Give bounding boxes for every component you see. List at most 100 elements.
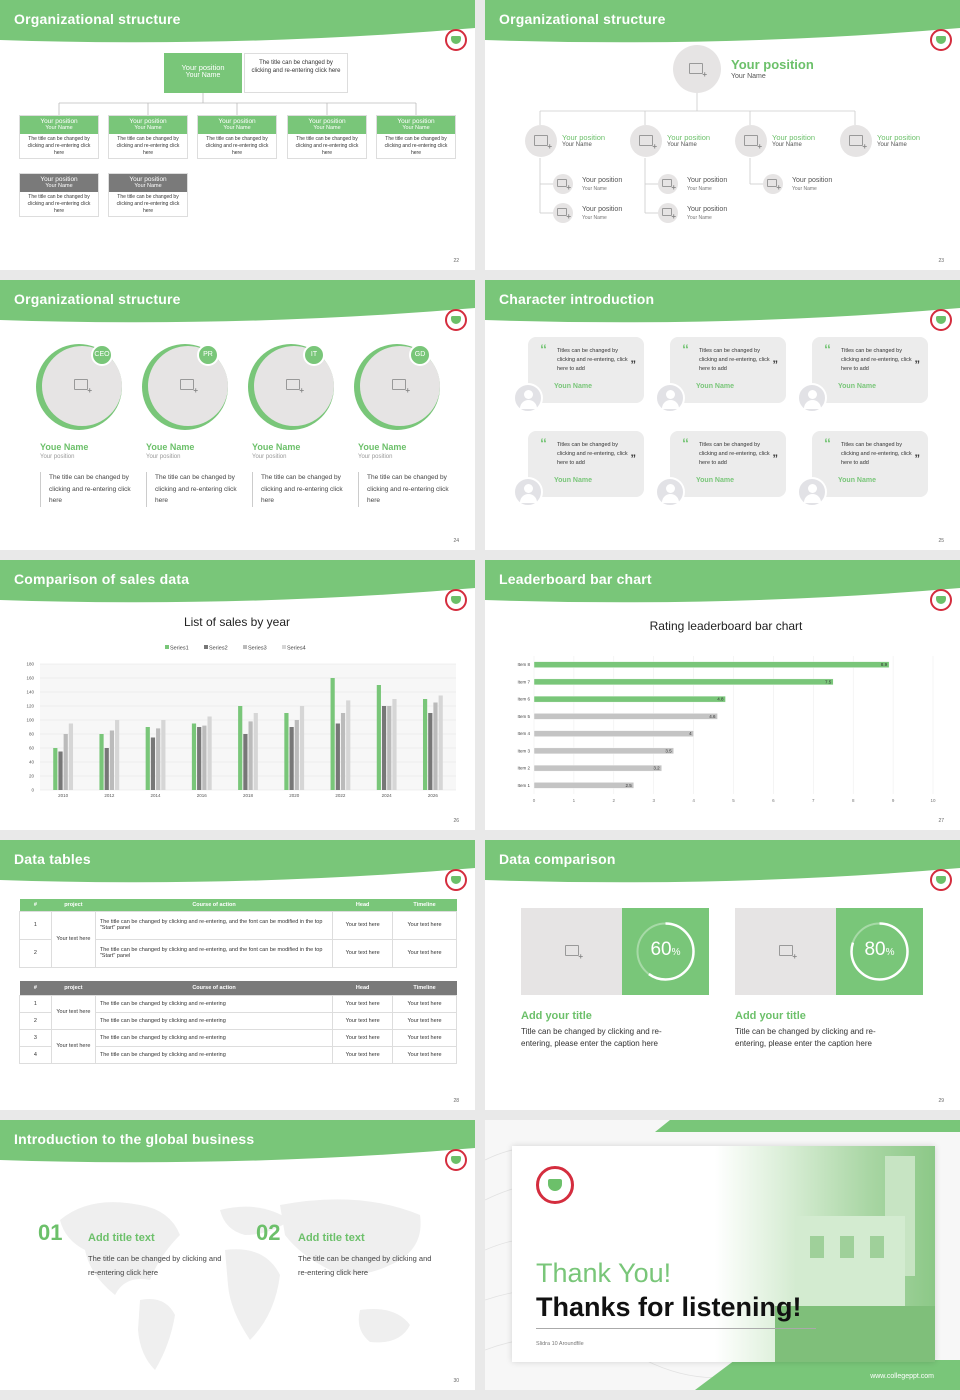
bar xyxy=(346,700,351,790)
member-name: Your Name xyxy=(792,186,817,192)
y-tick-label: 80 xyxy=(29,732,35,737)
quote-card[interactable]: “ ” Titles can be changed by clicking an… xyxy=(670,337,786,403)
y-tick-label: 120 xyxy=(26,704,34,709)
slide-27[interactable]: Leaderboard bar chart Rating leaderboard… xyxy=(485,560,960,830)
avatar xyxy=(525,125,557,157)
item-title: Add title text xyxy=(88,1232,155,1244)
divider xyxy=(536,1328,816,1329)
data-label: 2.5 xyxy=(625,783,632,788)
org-card[interactable]: Your position Your Name The title can be… xyxy=(376,115,456,159)
slide-29[interactable]: Data comparison 60% Add your title Title… xyxy=(485,840,960,1110)
item-number: 01 xyxy=(38,1220,63,1245)
campus-photo xyxy=(715,1146,935,1362)
person-desc: The title can be changed by clicking and… xyxy=(146,472,242,508)
badge: CEO xyxy=(91,344,113,366)
avatar-small xyxy=(658,203,678,223)
sales-bar-chart: List of sales by year Series1 Series2 Serie… xyxy=(26,615,456,798)
person-desc: The title can be changed by clicking and… xyxy=(358,472,454,508)
x-tick-label: 7 xyxy=(812,798,815,803)
bar xyxy=(115,720,120,790)
slide-title: Introduction to the global business xyxy=(14,1131,255,1147)
member-position: Your position xyxy=(792,177,833,184)
page-number: 25 xyxy=(938,538,944,544)
slide-title: Character introduction xyxy=(499,291,655,307)
person-card[interactable]: CEO Youe Name Your position The title ca… xyxy=(36,344,136,524)
org-connectors xyxy=(539,93,856,214)
org-card-gray[interactable]: Your position Your Name The title can be… xyxy=(19,173,99,217)
bar xyxy=(202,725,207,790)
data-label: 3.5 xyxy=(665,748,672,753)
person-card[interactable]: IT Youe Name Your position The title can… xyxy=(248,344,348,524)
image-placeholder-icon xyxy=(689,63,707,79)
top-position-box[interactable]: Your position Your Name xyxy=(164,53,242,93)
progress-ring xyxy=(850,922,909,981)
member-position: Your position xyxy=(687,206,728,213)
bar xyxy=(207,716,212,790)
org-card[interactable]: Your position Your Name The title can be… xyxy=(287,115,367,159)
bar xyxy=(340,713,346,790)
col-header: project xyxy=(64,984,83,991)
slide-22[interactable]: Organizational structure Your position Y… xyxy=(0,0,475,270)
ring-progress xyxy=(636,922,695,981)
quote-close-icon: ” xyxy=(772,359,779,371)
slide-23[interactable]: Organizational structure Your position Y… xyxy=(485,0,960,270)
website-url[interactable]: www.collegeppt.com xyxy=(870,1373,934,1380)
y-tick-label: Item 6 xyxy=(517,697,530,702)
quote-text: Titles can be changed by clicking and re… xyxy=(841,442,912,467)
bar xyxy=(330,678,335,790)
person-card[interactable]: PR Youe Name Your position The title can… xyxy=(142,344,242,524)
bar xyxy=(392,699,397,790)
legend-label: Series3 xyxy=(248,646,267,652)
y-tick-label: 180 xyxy=(26,662,34,667)
quote-open-icon: “ xyxy=(540,435,547,451)
org-card[interactable]: Your position Your Name The title can be… xyxy=(19,115,99,159)
table-row: 1 Your text here The title can be change… xyxy=(19,994,457,1030)
quote-author: Youn Name xyxy=(696,477,734,484)
comparison-card[interactable]: 80% Add your title Title can be changed … xyxy=(735,908,923,1058)
person-card[interactable]: GD Youe Name Your position The title can… xyxy=(354,344,454,524)
leaderboard-bar-chart: Rating leaderboard bar chart 0 1 2 3 4 5 6 7 8 9 10… xyxy=(517,619,936,803)
org-card[interactable]: Your position Your Name The title can be… xyxy=(108,115,188,159)
x-tick-label: 6 xyxy=(772,798,775,803)
y-tick-label: Item 5 xyxy=(517,714,530,719)
bar xyxy=(289,727,294,790)
slide-25[interactable]: Character introduction “ ” Titles can be… xyxy=(485,280,960,550)
top-desc-box: The title can be changed by clicking and… xyxy=(244,53,348,93)
bar xyxy=(63,734,68,790)
quote-card[interactable]: “ ” Titles can be changed by clicking an… xyxy=(670,431,786,497)
slide-26[interactable]: Comparison of sales data List of sales b… xyxy=(0,560,475,830)
slide-24[interactable]: Organizational structure CEO Youe Name Y… xyxy=(0,280,475,550)
comparison-card[interactable]: 60% Add your title Title can be changed … xyxy=(521,908,709,1058)
org-card[interactable]: Your position Your Name The title can be… xyxy=(197,115,277,159)
slide-30[interactable]: Introduction to the global business 01 A… xyxy=(0,1120,475,1390)
bar xyxy=(533,713,718,720)
org-connectors xyxy=(58,93,417,115)
school-logo xyxy=(930,589,952,611)
slide-header xyxy=(485,840,960,884)
quote-close-icon: ” xyxy=(914,359,921,371)
quote-card[interactable]: “ ” Titles can be changed by clicking an… xyxy=(528,337,644,403)
slide-28[interactable]: Data tables # project Course of action H… xyxy=(0,840,475,1110)
page-number: 27 xyxy=(938,818,944,824)
bar xyxy=(156,728,161,790)
slide-31[interactable]: Thank You! Thanks for listening! Slidra … xyxy=(485,1120,960,1390)
chart-title: List of sales by year xyxy=(184,615,290,629)
member-name: Your Name xyxy=(667,142,697,148)
person-name: Youe Name xyxy=(146,442,195,452)
legend-swatch xyxy=(165,645,169,649)
x-tick-label: 2010 xyxy=(58,793,69,798)
business-item[interactable]: 01 Add title text The title can be chang… xyxy=(38,1220,228,1290)
item-number: 02 xyxy=(256,1220,281,1245)
quote-card[interactable]: “ ” Titles can be changed by clicking an… xyxy=(812,431,928,497)
bar xyxy=(533,764,662,772)
user-avatar-icon xyxy=(513,477,543,507)
col-header: Course of action xyxy=(192,984,236,991)
bar xyxy=(238,706,243,790)
quote-card[interactable]: “ ” Titles can be changed by clicking an… xyxy=(528,431,644,497)
bar xyxy=(387,706,392,790)
quote-card[interactable]: “ ” Titles can be changed by clicking an… xyxy=(812,337,928,403)
business-item[interactable]: 02 Add title text The title can be chang… xyxy=(256,1220,446,1290)
data-label: 7.5 xyxy=(825,679,832,684)
org-card-gray[interactable]: Your position Your Name The title can be… xyxy=(108,173,188,217)
thank-you-text: Thank You! xyxy=(536,1258,672,1288)
